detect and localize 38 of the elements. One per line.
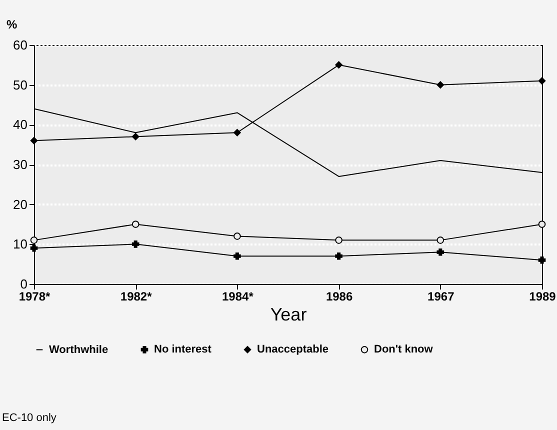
y-tick-label: 0 [20, 276, 28, 292]
legend-label: Don't know [374, 344, 434, 356]
y-axis-title: % [6, 18, 18, 32]
point [132, 220, 140, 228]
point [335, 252, 342, 260]
point [234, 252, 241, 260]
y-tick-label: 30 [13, 157, 28, 172]
x-tick-label: 1982* [120, 290, 152, 304]
point [132, 132, 140, 140]
point [436, 236, 444, 244]
x-tick-label: 1978* [18, 290, 51, 304]
text: EC-10 only [2, 412, 56, 424]
x-tick-label: 1989 [529, 290, 556, 304]
point [30, 136, 38, 144]
point [538, 220, 546, 228]
point [30, 244, 38, 252]
point [234, 232, 241, 240]
point [132, 240, 140, 248]
point [234, 128, 241, 136]
y-tick-label: 10 [13, 236, 28, 252]
x-tick-label: 1986 [326, 290, 353, 304]
point [436, 81, 444, 88]
point [436, 248, 444, 256]
x-tick-label: 1967 [428, 290, 455, 304]
x-tick-label: 1984* [222, 290, 254, 304]
point [538, 77, 546, 85]
legend-label: Unacceptable [257, 344, 329, 356]
y-tick-label: 50 [13, 77, 28, 92]
point [335, 61, 342, 69]
legend-label: Worthwhile [49, 344, 108, 356]
point [538, 256, 546, 264]
x-axis-title: Year [270, 304, 307, 324]
y-tick-label: 60 [13, 38, 28, 52]
point [335, 236, 342, 244]
y-tick-label: 20 [13, 196, 28, 212]
point [30, 236, 38, 244]
legend-label: No interest [154, 344, 212, 356]
y-tick-label: 40 [13, 117, 28, 132]
